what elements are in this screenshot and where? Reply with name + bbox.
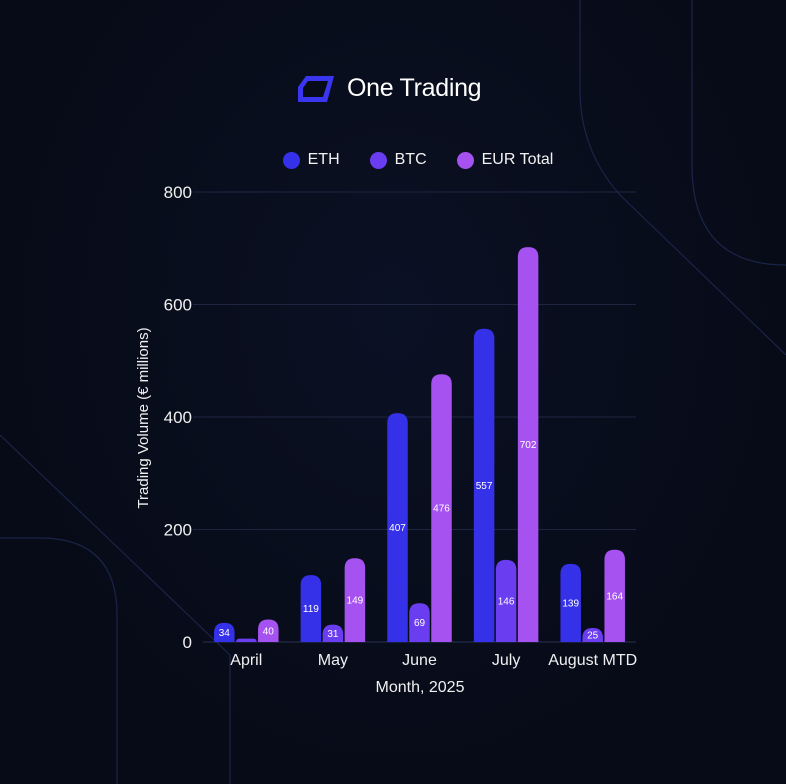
data-label: 557 (476, 481, 493, 492)
x-tick-label: May (318, 652, 348, 669)
data-label: 702 (520, 440, 537, 451)
data-label: 25 (587, 630, 599, 641)
data-label: 69 (414, 618, 426, 629)
legend-swatch-eur-total (456, 151, 474, 169)
bar-btc-june (409, 603, 430, 642)
x-tick-label: June (402, 652, 437, 669)
bar-btc-august-mtd (582, 627, 603, 642)
chart-legend: ETH BTC EUR Total (0, 151, 786, 169)
data-label: 119 (303, 604, 319, 615)
y-axis-title: Trading Volume (€ millions) (135, 327, 152, 508)
bar-eth-april (214, 622, 235, 642)
y-tick-label: 200 (164, 521, 192, 540)
legend-swatch-btc (369, 151, 387, 169)
bar-eur-total-august-mtd (604, 549, 625, 642)
legend-item-btc: BTC (369, 151, 427, 169)
data-label: 31 (327, 629, 339, 640)
brand-logo: One Trading (297, 74, 482, 103)
bar-btc-april (236, 638, 257, 642)
legend-swatch-eth (282, 151, 300, 169)
y-tick-label: 0 (183, 633, 192, 652)
bar-btc-may (322, 624, 344, 642)
legend-item-eth: ETH (282, 151, 340, 169)
y-tick-label: 600 (164, 296, 192, 315)
bar-eur-total-july (517, 247, 539, 642)
y-tick-label: 800 (164, 183, 192, 202)
x-tick-label: August MTD (548, 652, 637, 669)
data-label: 149 (347, 596, 364, 607)
data-label: 164 (606, 591, 623, 602)
x-axis-title: Month, 2025 (376, 679, 465, 696)
data-label: 146 (498, 596, 515, 607)
bar-eur-total-may (344, 558, 366, 642)
bar-eth-august-mtd (560, 563, 581, 642)
legend-label-eur-total: EUR Total (481, 151, 554, 168)
data-label: 407 (389, 523, 406, 534)
bar-eur-total-june (431, 374, 452, 642)
bar-eth-july (473, 328, 495, 642)
x-tick-label: July (492, 652, 520, 669)
legend-label-btc: BTC (394, 151, 427, 168)
legend-label-eth: ETH (307, 151, 340, 168)
y-tick-label: 400 (164, 408, 192, 427)
data-label: 40 (263, 626, 275, 637)
one-trading-logo-icon (298, 75, 334, 102)
bar-eur-total-april (258, 619, 279, 642)
bar-eth-june (387, 413, 408, 642)
data-label: 139 (562, 598, 579, 609)
data-label: 476 (433, 504, 450, 515)
x-tick-label: April (230, 652, 262, 669)
bar-eth-may (300, 575, 322, 642)
legend-item-eur-total: EUR Total (456, 151, 554, 169)
data-label: 34 (219, 628, 231, 639)
bar-btc-july (495, 559, 517, 642)
brand-name: One Trading (347, 74, 482, 102)
